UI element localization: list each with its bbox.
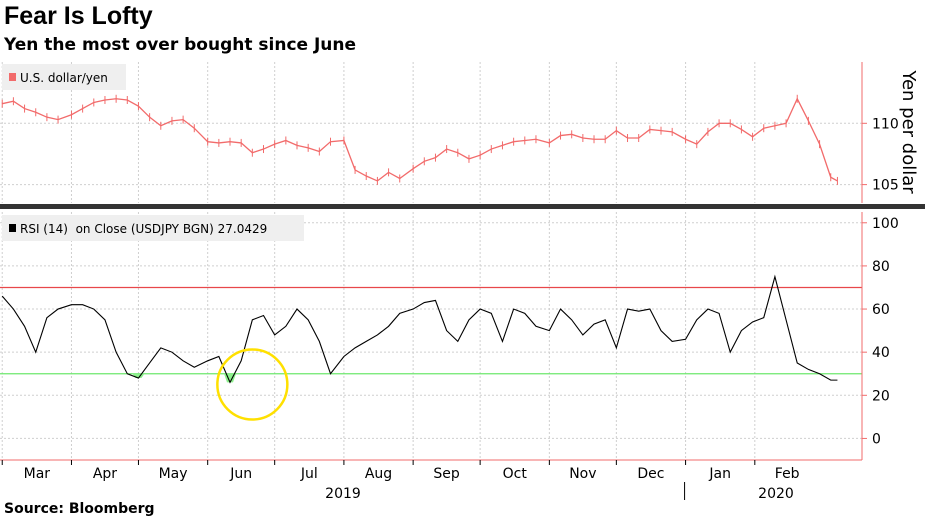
panel-separator	[0, 204, 925, 209]
xtick-label: Apr	[93, 466, 117, 482]
rsi-series-line	[1, 274, 838, 384]
rsi-ytick-label: 20	[872, 388, 890, 404]
price-legend-swatch	[9, 73, 16, 81]
xtick-label: Feb	[775, 466, 800, 482]
rsi-ytick-label: 0	[872, 431, 881, 447]
xtick-label: Oct	[503, 466, 528, 482]
price-legend: U.S. dollar/yen	[2, 64, 126, 90]
price-ytick-label: 105	[872, 178, 899, 194]
grid-layer	[0, 62, 862, 460]
year-label: 2019	[325, 486, 361, 502]
price-series-line	[2, 97, 838, 182]
price-ytick-label: 110	[872, 116, 899, 132]
rsi-legend-label: RSI (14) on Close (USDJPY BGN) 27.0429	[20, 222, 267, 236]
xtick-label: Nov	[569, 466, 596, 482]
xtick-label: Jun	[229, 466, 252, 482]
xtick-label: Sep	[433, 466, 460, 482]
chart-title: Fear Is Lofty	[4, 2, 153, 30]
rsi-ytick-label: 100	[872, 216, 899, 232]
rsi-legend: RSI (14) on Close (USDJPY BGN) 27.0429	[2, 215, 304, 241]
source-note: Source: Bloomberg	[4, 501, 155, 517]
rsi-ytick-label: 80	[872, 259, 890, 275]
highlight-circle	[216, 348, 289, 421]
axis-layer: 105 110 0 20 40 60 80 100 Mar Apr May Jun Jul Aug Sep O…	[0, 62, 925, 502]
price-legend-label: U.S. dollar/yen	[20, 71, 108, 85]
xtick-label: Aug	[365, 466, 392, 482]
price-y-axis-label: Yen per dollar	[898, 69, 919, 194]
rsi-ytick-label: 60	[872, 302, 890, 318]
rsi-legend-swatch	[9, 224, 16, 232]
xtick-label: May	[159, 466, 188, 482]
price-layer	[1, 94, 838, 185]
xtick-label: Jan	[708, 466, 731, 482]
rsi-layer	[0, 274, 862, 421]
xtick-label: Dec	[637, 466, 664, 482]
xtick-label: Mar	[24, 466, 51, 482]
chart-subtitle: Yen the most over bought since June	[4, 35, 357, 55]
year-label: 2020	[758, 486, 794, 502]
xtick-label: Jul	[300, 466, 318, 482]
rsi-ytick-label: 40	[872, 345, 890, 361]
